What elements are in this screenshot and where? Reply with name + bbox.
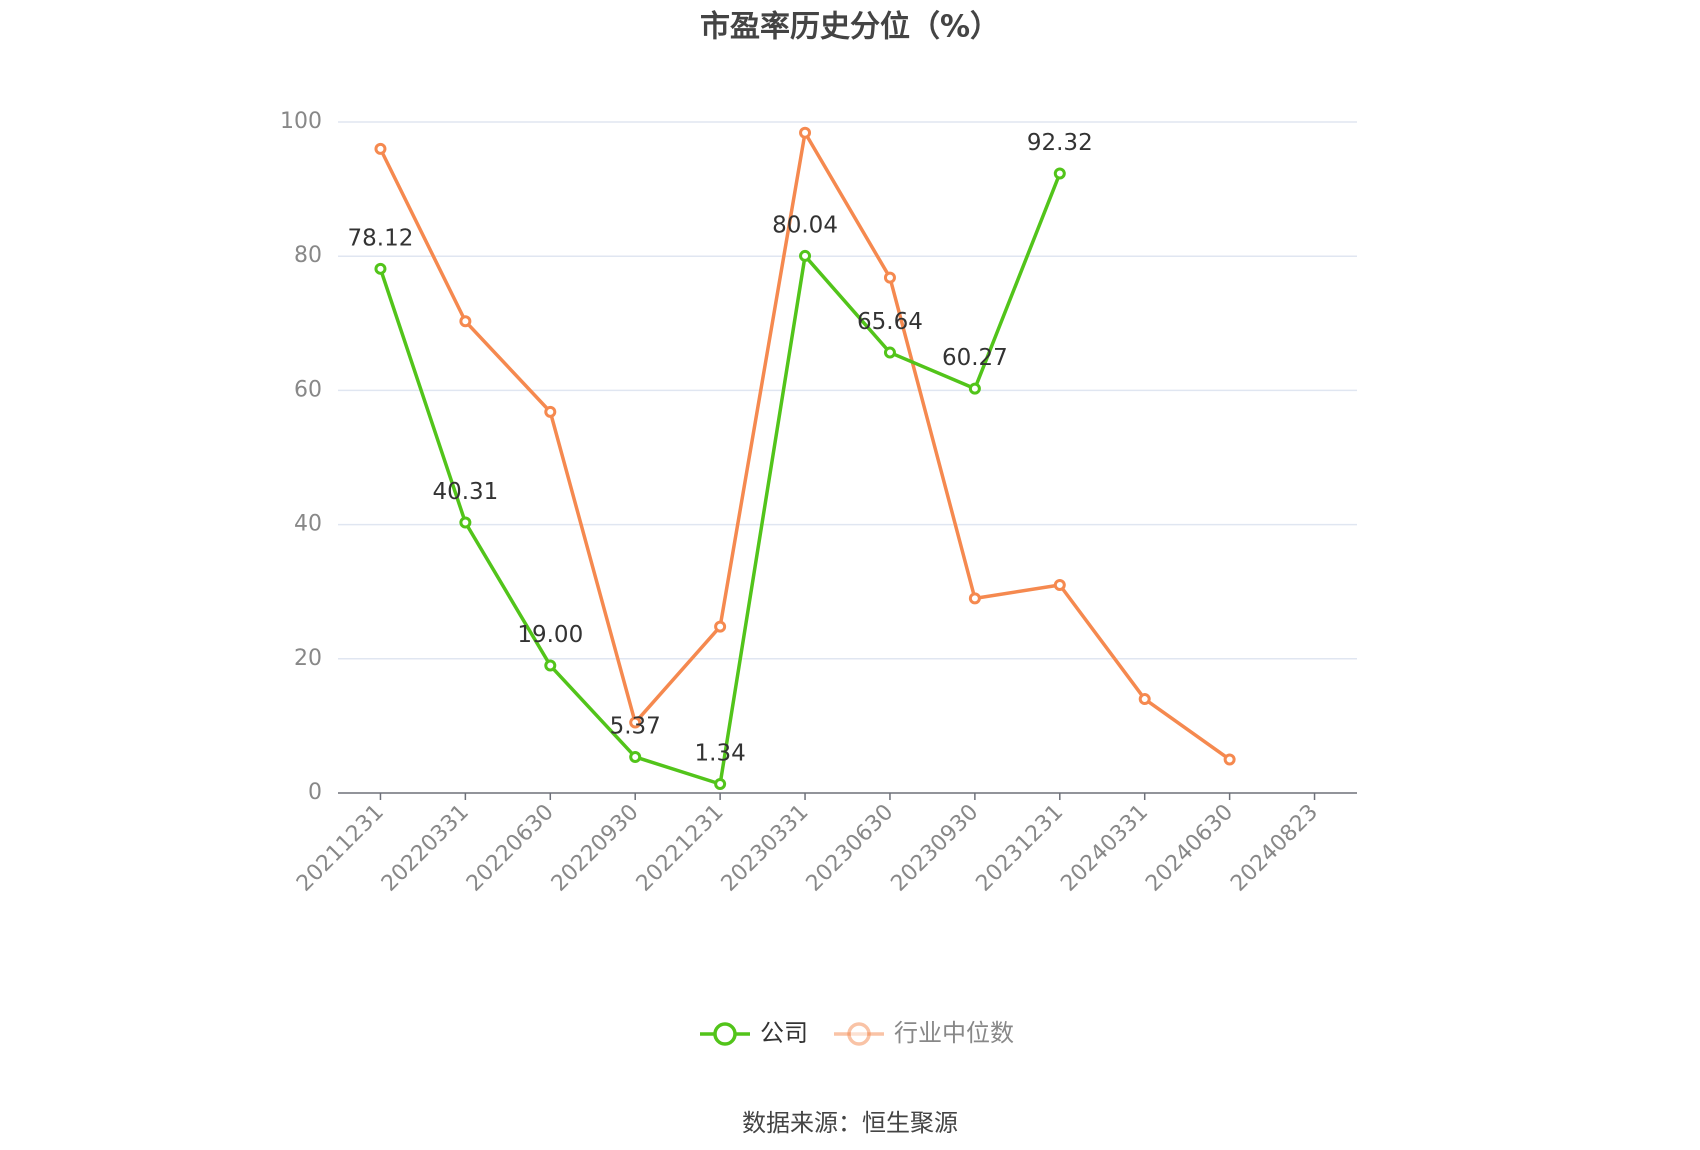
x-tick-label: 20221231	[632, 800, 729, 897]
point	[544, 659, 557, 672]
x-tick-label: 20220930	[547, 800, 644, 897]
legend-marker	[713, 1022, 737, 1046]
point	[714, 778, 727, 791]
x-tick-label: 20220331	[377, 800, 474, 897]
point	[1053, 167, 1066, 180]
y-tick-label: 60	[294, 377, 322, 402]
y-tick-label: 0	[308, 780, 322, 805]
data-label: 60.27	[942, 345, 1008, 371]
y-tick-label: 80	[294, 243, 322, 268]
point	[1138, 693, 1151, 706]
point	[459, 315, 472, 328]
data-label: 40.31	[432, 479, 498, 505]
x-tick-label: 20240630	[1141, 800, 1238, 897]
point	[629, 716, 642, 729]
data-label: 78.12	[348, 225, 414, 251]
y-tick-label: 100	[280, 109, 322, 134]
point	[374, 262, 387, 275]
data-label: 65.64	[857, 309, 923, 335]
x-tick-label: 20240331	[1056, 800, 1153, 897]
point	[883, 271, 896, 284]
legend-marker	[847, 1022, 871, 1046]
x-tick-label: 20220630	[462, 800, 559, 897]
data-label: 19.00	[517, 622, 583, 648]
data-label: 5.37	[610, 713, 661, 739]
y-tick-label: 40	[294, 512, 322, 537]
point	[374, 142, 387, 155]
x-tick-label: 20211231	[292, 800, 389, 897]
x-tick-label: 20230630	[802, 800, 899, 897]
point	[799, 126, 812, 139]
point	[799, 249, 812, 262]
chart-title: 市盈率历史分位（%）	[700, 10, 1000, 45]
y-tick-label: 20	[294, 646, 322, 671]
point	[714, 620, 727, 633]
legend-label: 公司	[760, 1019, 808, 1047]
point	[544, 405, 557, 418]
legend-label: 行业中位数	[894, 1019, 1014, 1047]
point	[968, 592, 981, 605]
data-label: 1.34	[695, 741, 746, 767]
data-label: 92.32	[1027, 130, 1093, 156]
point	[459, 516, 472, 529]
point	[1053, 578, 1066, 591]
x-tick-label: 20230331	[717, 800, 814, 897]
point	[1223, 753, 1236, 766]
point	[883, 346, 896, 359]
x-tick-label: 20240823	[1226, 800, 1323, 897]
source: 数据来源：恒生聚源	[742, 1109, 958, 1137]
data-label: 80.04	[772, 212, 838, 238]
x-tick-label: 20230930	[886, 800, 983, 897]
point	[968, 382, 981, 395]
x-tick-label: 20231231	[971, 800, 1068, 897]
point	[629, 750, 642, 763]
